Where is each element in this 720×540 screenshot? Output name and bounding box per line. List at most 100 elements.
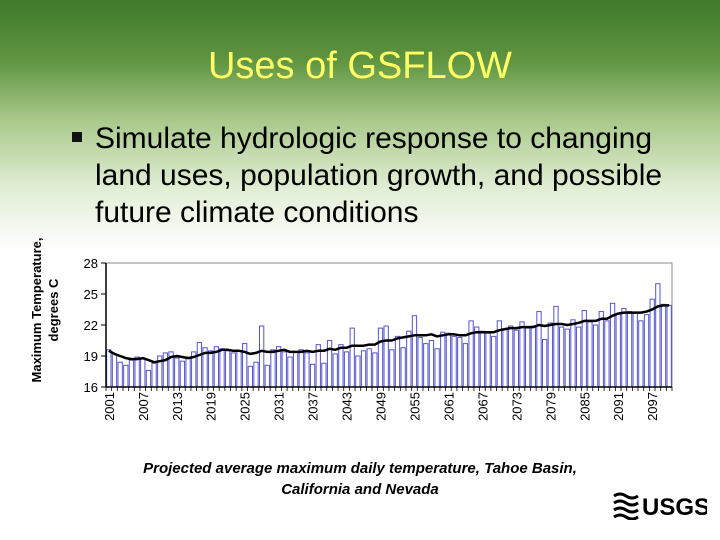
bar bbox=[111, 353, 118, 388]
bar bbox=[632, 312, 638, 388]
bar bbox=[451, 335, 457, 388]
bar bbox=[270, 349, 276, 388]
bar bbox=[332, 353, 338, 388]
bar bbox=[621, 307, 627, 388]
bar bbox=[530, 325, 536, 388]
bar bbox=[134, 356, 140, 388]
bar bbox=[140, 358, 146, 388]
bar bbox=[309, 363, 316, 388]
bar bbox=[389, 349, 395, 388]
bar bbox=[242, 343, 248, 388]
bar bbox=[547, 322, 553, 388]
x-tick-label: 2001 bbox=[102, 392, 117, 421]
bar bbox=[536, 311, 542, 388]
usgs-logo: USGS bbox=[613, 492, 707, 520]
bar bbox=[298, 349, 304, 388]
bar bbox=[281, 351, 287, 388]
bar bbox=[366, 348, 372, 388]
x-tick-label: 2085 bbox=[577, 392, 592, 421]
bar bbox=[304, 352, 310, 388]
x-tick-label: 2091 bbox=[611, 392, 626, 421]
bar bbox=[468, 320, 474, 388]
bar bbox=[411, 315, 418, 388]
bar bbox=[343, 351, 350, 388]
x-tick-label: 2079 bbox=[543, 392, 558, 421]
y-tick-label: 28 bbox=[84, 256, 98, 271]
bar bbox=[462, 343, 469, 388]
bar bbox=[440, 331, 446, 388]
chart-caption: Projected average maximum daily temperat… bbox=[80, 458, 640, 500]
bar bbox=[179, 360, 186, 388]
bar bbox=[485, 332, 491, 388]
bar bbox=[491, 335, 497, 388]
x-tick-label: 2049 bbox=[374, 392, 389, 421]
bar bbox=[457, 336, 463, 388]
bar bbox=[275, 346, 282, 388]
bar bbox=[508, 325, 514, 388]
bar bbox=[417, 336, 423, 388]
bar bbox=[225, 350, 231, 388]
x-tick-label: 2007 bbox=[136, 392, 151, 421]
bar bbox=[598, 311, 604, 388]
x-tick-label: 2025 bbox=[238, 392, 253, 421]
bar bbox=[117, 361, 123, 388]
bar bbox=[519, 321, 525, 388]
bar bbox=[570, 319, 576, 388]
bar bbox=[258, 325, 265, 388]
x-tick-label: 2043 bbox=[340, 392, 355, 421]
bar bbox=[321, 362, 327, 388]
y-tick-label: 19 bbox=[84, 349, 98, 364]
x-tick-label: 2073 bbox=[509, 392, 524, 421]
bar bbox=[541, 338, 548, 388]
x-tick-label: 2031 bbox=[272, 392, 287, 421]
bar bbox=[474, 326, 480, 388]
bar bbox=[564, 328, 570, 388]
bar bbox=[355, 355, 361, 388]
bar bbox=[219, 348, 225, 388]
bar bbox=[196, 342, 203, 388]
y-tick-label: 25 bbox=[84, 287, 98, 302]
caption-line1: Projected average maximum daily temperat… bbox=[143, 460, 577, 477]
x-tick-label: 2019 bbox=[204, 392, 219, 421]
bar bbox=[406, 330, 412, 388]
bar bbox=[377, 327, 384, 388]
bullet-text: Simulate hydrologic response to changing… bbox=[95, 122, 663, 229]
bar bbox=[247, 365, 253, 388]
bar bbox=[383, 325, 389, 388]
bar bbox=[428, 340, 435, 388]
bar bbox=[174, 357, 180, 388]
bar bbox=[525, 327, 531, 388]
bar bbox=[292, 351, 299, 388]
bar bbox=[106, 349, 112, 388]
bar bbox=[423, 343, 429, 388]
bar bbox=[558, 326, 565, 388]
bar bbox=[445, 332, 452, 388]
x-tick-label: 2067 bbox=[475, 392, 490, 421]
bar bbox=[145, 369, 152, 388]
bar bbox=[208, 350, 214, 388]
bar bbox=[185, 356, 191, 388]
bar bbox=[372, 352, 378, 388]
caption-line2: California and Nevada bbox=[281, 481, 439, 498]
bar bbox=[253, 361, 259, 388]
usgs-wave-icon bbox=[613, 492, 639, 520]
series-line bbox=[108, 304, 670, 364]
bar bbox=[338, 344, 344, 388]
y-tick-label: 22 bbox=[84, 318, 98, 333]
bar bbox=[575, 326, 582, 388]
x-tick-label: 2061 bbox=[441, 392, 456, 421]
bar bbox=[660, 303, 667, 388]
bar bbox=[643, 314, 650, 388]
x-tick-label: 2037 bbox=[306, 392, 321, 421]
bar bbox=[649, 298, 655, 388]
bar bbox=[326, 340, 333, 388]
bar bbox=[502, 328, 508, 388]
y-tick-label: 16 bbox=[84, 380, 98, 395]
bullet-square-icon bbox=[72, 132, 82, 142]
bar bbox=[360, 350, 367, 388]
bar bbox=[626, 311, 633, 388]
bar bbox=[666, 304, 672, 388]
bar bbox=[394, 335, 401, 388]
